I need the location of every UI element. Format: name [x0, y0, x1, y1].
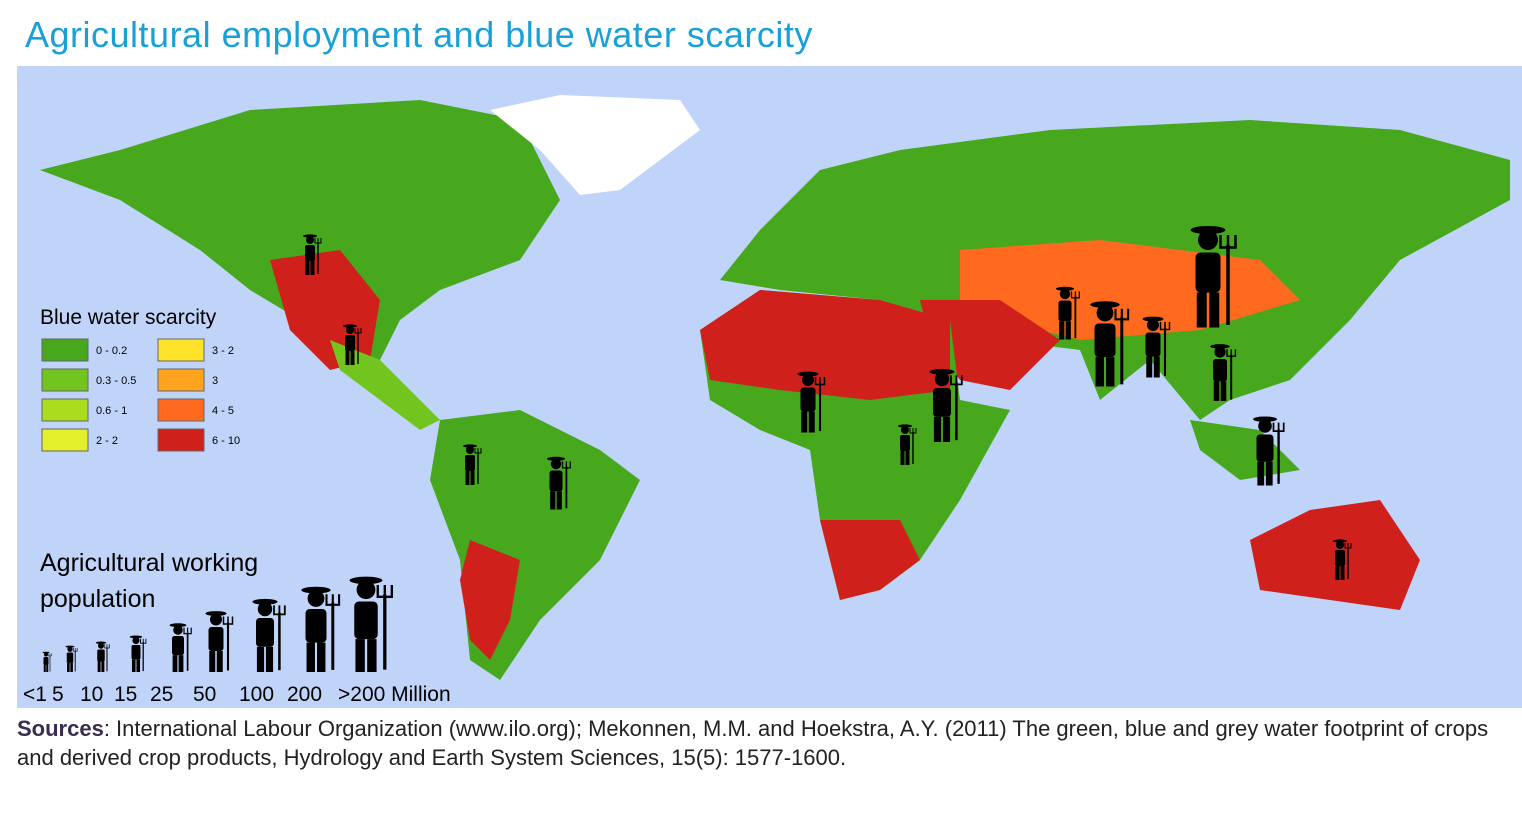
- legend-label: 6 - 10: [212, 435, 240, 447]
- legend-swatch: [41, 368, 89, 392]
- legend-swatch: [157, 368, 205, 392]
- legend-label: 25: [150, 683, 173, 706]
- legend-label: 0.6 - 1: [96, 405, 127, 417]
- legend-swatch: [157, 338, 205, 362]
- legend-swatch: [41, 338, 89, 362]
- legend-title: population: [40, 585, 155, 613]
- map: Blue water scarcity 0 - 0.2 0.3 - 0.5 0.6 -…: [17, 66, 1522, 708]
- legend-swatch: [157, 398, 205, 422]
- legend-label: 10: [80, 683, 103, 706]
- title: Agricultural employment and blue water s…: [25, 14, 813, 55]
- sources-text: : International Labour Organization (www…: [17, 716, 1489, 770]
- legend-label: 3 - 2: [212, 345, 234, 357]
- legend-label: <1: [23, 683, 47, 706]
- legend-label: 3: [212, 375, 218, 387]
- legend-label: 2 - 2: [96, 435, 118, 447]
- legend-label: 0 - 0.2: [96, 345, 127, 357]
- legend-title: Agricultural working: [40, 549, 258, 577]
- legend-swatch: [41, 428, 89, 452]
- legend-label: 100: [239, 683, 274, 706]
- legend-label: >200 Million: [338, 683, 451, 706]
- legend-label: 50: [193, 683, 216, 706]
- sources-label: Sources: [17, 716, 104, 741]
- legend-label: 15: [114, 683, 137, 706]
- legend-swatch: [41, 398, 89, 422]
- legend-swatch: [157, 428, 205, 452]
- legend-label: 5: [52, 683, 64, 706]
- sources: Sources: International Labour Organizati…: [17, 714, 1507, 772]
- legend-label: 0.3 - 0.5: [96, 375, 136, 387]
- legend-title: Blue water scarcity: [40, 306, 217, 329]
- legend-label: 200: [287, 683, 322, 706]
- legend-label: 4 - 5: [212, 405, 234, 417]
